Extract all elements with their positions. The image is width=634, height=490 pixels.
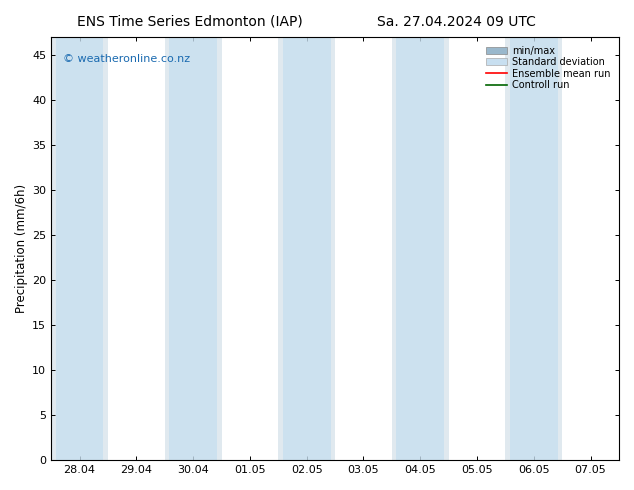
Bar xyxy=(169,37,217,460)
Bar xyxy=(51,37,108,460)
Text: Sa. 27.04.2024 09 UTC: Sa. 27.04.2024 09 UTC xyxy=(377,15,536,29)
Bar xyxy=(56,37,103,460)
Text: ENS Time Series Edmonton (IAP): ENS Time Series Edmonton (IAP) xyxy=(77,15,303,29)
Y-axis label: Precipitation (mm/6h): Precipitation (mm/6h) xyxy=(15,184,28,313)
Bar xyxy=(505,37,562,460)
Bar xyxy=(283,37,330,460)
Bar xyxy=(510,37,558,460)
Text: © weatheronline.co.nz: © weatheronline.co.nz xyxy=(63,54,190,64)
Legend: min/max, Standard deviation, Ensemble mean run, Controll run: min/max, Standard deviation, Ensemble me… xyxy=(482,42,614,94)
Bar xyxy=(396,37,444,460)
Bar xyxy=(392,37,449,460)
Bar xyxy=(165,37,221,460)
Bar xyxy=(278,37,335,460)
